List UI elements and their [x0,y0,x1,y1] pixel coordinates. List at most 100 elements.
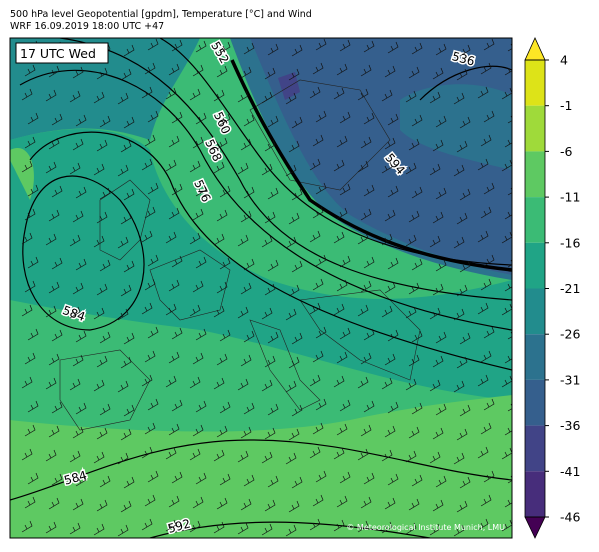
wind-barb [21,448,33,461]
wind-barb [405,306,417,319]
wind-barb [381,449,393,462]
wind-barb [333,447,345,460]
wind-barb [315,182,327,195]
wind-barb [24,352,36,365]
wind-barb [264,67,276,80]
wind-barb [483,470,495,483]
wind-barb [291,404,303,417]
wind-barb [216,497,228,510]
wind-barb [360,424,372,437]
wind-barb [405,378,417,391]
wind-barb [195,472,207,485]
wind-barb [429,163,441,176]
wind-barb [381,305,393,318]
wind-barb [453,524,465,537]
wind-barb [99,475,111,488]
wind-barb [480,494,492,507]
wind-barb [336,495,348,508]
temp-field [10,148,34,200]
wind-barb [243,402,255,415]
wind-barb [357,232,369,245]
wind-barb [48,353,60,366]
colorbar-segment [525,242,545,289]
colorbar-segment [525,197,545,243]
wind-barb [219,257,231,270]
wind-barb [72,282,84,295]
wind-barb [165,447,177,460]
wind-barb [117,452,129,465]
wind-barb [93,163,105,176]
wind-barb [264,499,276,512]
wind-barb [69,234,81,247]
wind-barb [165,303,177,316]
wind-barb [75,474,87,487]
wind-barb [120,212,132,225]
wind-barb [507,43,512,52]
wind-barb [123,332,135,345]
wind-barb [477,518,489,531]
wind-barb [501,447,512,460]
wind-barb [435,187,447,200]
wind-barb [240,426,252,439]
wind-barb [381,233,393,246]
wind-barb [288,68,300,81]
wind-barb [24,496,36,509]
wind-barb [429,451,441,464]
wind-barb [141,86,153,99]
wind-barb [69,450,81,463]
wind-barb [507,331,512,340]
wind-barb [432,139,444,152]
wind-barb [48,425,60,438]
wind-barb [459,404,471,417]
wind-barb [240,498,252,511]
colorbar-tick-label: -6 [560,144,573,159]
wind-barb [96,67,108,80]
wind-barb [117,236,129,249]
wind-barb [285,92,297,105]
wind-barb [261,307,273,320]
colorbar-segment [525,151,545,198]
wind-barb [459,332,471,345]
wind-barb [96,499,108,512]
wind-barb [123,260,135,273]
wind-barb [144,134,156,147]
wind-barb [141,518,153,531]
colorbar-tick-label: -11 [560,190,580,205]
wind-barb [165,87,177,100]
colorbar-tick-label: -41 [560,464,580,479]
coastlines [59,79,421,431]
wind-barb [120,356,132,369]
wind-barb [315,38,327,51]
wind-barb [189,88,201,101]
wind-barb [285,380,297,393]
wind-barb [315,398,327,411]
wind-barb [243,42,255,55]
wind-barb [264,355,276,368]
wind-barb [363,112,375,125]
wind-barb [192,136,204,149]
wind-barb [288,140,300,153]
wind-barb [69,90,81,103]
wind-barb [264,211,276,224]
wind-barb [336,279,348,292]
wind-barb [480,350,492,363]
wind-barb [315,470,327,483]
wind-barb [339,327,351,340]
wind-barb [219,113,231,126]
wind-barb [168,279,180,292]
wind-barb [171,39,183,52]
temp-field [10,395,512,538]
wind-barb [387,401,399,414]
wind-barb [483,326,495,339]
contour-label: 592 [166,516,192,535]
wind-barb [363,400,375,413]
wind-barb [123,188,135,201]
wind-barb [309,446,321,459]
wind-barb [99,259,111,272]
wind-barb [96,355,108,368]
wind-barb [219,185,231,198]
wind-barb [240,66,252,79]
wind-barb [96,283,108,296]
wind-barb [24,424,36,437]
wind-barb [189,448,201,461]
